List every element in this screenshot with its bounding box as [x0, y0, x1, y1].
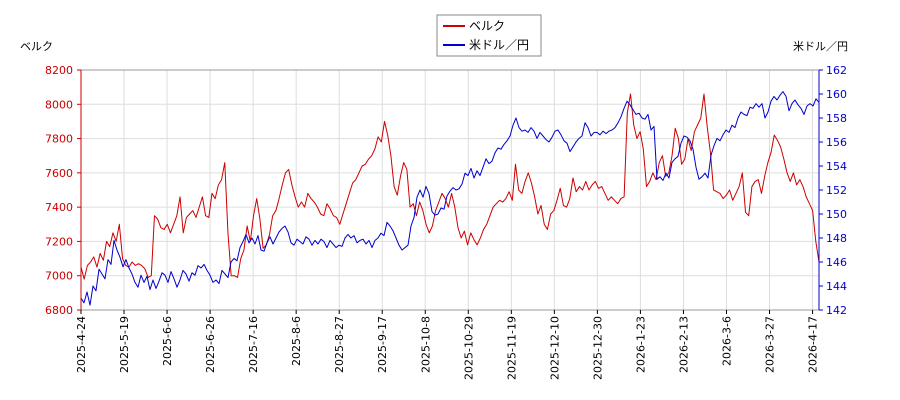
- left-axis-tick-label: 7800: [45, 133, 73, 146]
- x-axis-tick-label: 2025-9-17: [376, 316, 389, 373]
- x-axis-tick-label: 2025-8-27: [333, 316, 346, 373]
- left-axis-tick-label: 6800: [45, 304, 73, 317]
- x-axis-tick-label: 2025-4-24: [75, 316, 88, 373]
- x-axis-tick-label: 2026-4-17: [807, 316, 820, 373]
- x-axis-tick-label: 2025-12-30: [591, 316, 604, 380]
- legend: ベルク 米ドル／円: [436, 14, 542, 57]
- x-axis-tick-label: 2025-6-6: [161, 316, 174, 366]
- left-axis-tick-label: 7000: [45, 270, 73, 283]
- right-axis-tick-label: 152: [826, 184, 847, 197]
- left-axis-tick-label: 7600: [45, 167, 73, 180]
- axes-layer: 6800 7000 7200 7400 7600 7800 8000 8200 142 144 14…: [45, 64, 847, 380]
- x-axis-tick-label: 2025-5-19: [118, 316, 131, 373]
- x-axis-tick-label: 2025-7-16: [247, 316, 260, 373]
- x-axis-tick-label: 2025-12-10: [548, 316, 561, 380]
- right-axis-tick-label: 162: [826, 64, 847, 77]
- x-axis-tick-label: 2026-2-13: [677, 316, 690, 373]
- left-axis-unit-label: ベルク: [20, 40, 53, 53]
- series-layer: [80, 91, 820, 306]
- series-line-berk: [80, 93, 820, 280]
- legend-box: [436, 14, 542, 57]
- right-axis-tick-label: 158: [826, 112, 847, 125]
- right-axis-tick-label: 154: [826, 160, 847, 173]
- right-axis-tick-label: 144: [826, 280, 847, 293]
- x-axis-tick-label: 2025-10-8: [419, 316, 432, 373]
- legend-label-usdjpy: 米ドル／円: [469, 38, 529, 52]
- right-axis-tick-label: 160: [826, 88, 847, 101]
- x-axis-tick-label: 2026-1-23: [634, 316, 647, 373]
- legend-label-berk: ベルク: [469, 19, 505, 33]
- right-axis-tick-label: 148: [826, 232, 847, 245]
- right-axis-tick-label: 150: [826, 208, 847, 221]
- x-axis-tick-label: 2026-3-27: [764, 316, 777, 373]
- left-axis-tick-label: 8000: [45, 98, 73, 111]
- left-axis-tick-label: 7200: [45, 235, 73, 248]
- x-axis-tick-label: 2025-8-6: [290, 316, 303, 366]
- x-axis-tick-label: 2025-11-19: [505, 316, 518, 380]
- right-axis-unit-label: 米ドル／円: [793, 40, 848, 53]
- x-axis-tick-label: 2025-6-26: [204, 316, 217, 373]
- right-axis-tick-label: 146: [826, 256, 847, 269]
- x-axis-tick-label: 2026-3-6: [720, 316, 733, 366]
- right-axis-tick-label: 142: [826, 304, 847, 317]
- series-line-usdjpy: [80, 91, 820, 306]
- right-axis-tick-label: 156: [826, 136, 847, 149]
- x-axis-tick-label: 2025-10-29: [462, 316, 475, 380]
- left-axis-tick-label: 8200: [45, 64, 73, 77]
- left-axis-tick-label: 7400: [45, 201, 73, 214]
